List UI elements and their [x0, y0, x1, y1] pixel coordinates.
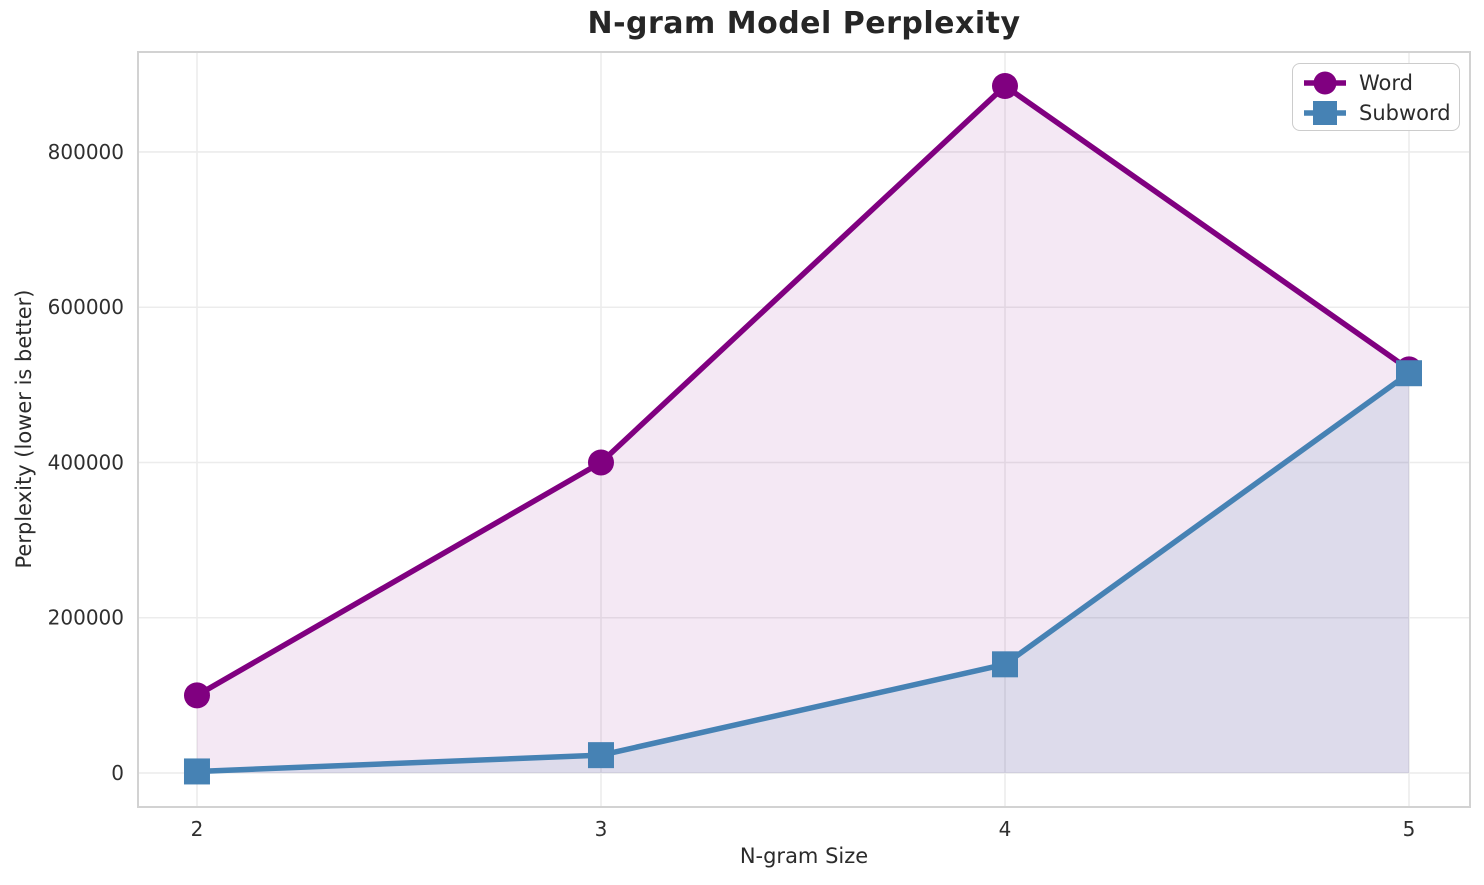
series-line-word	[194, 83, 1412, 699]
word-line-circle-icon	[1304, 71, 1346, 95]
y-tick-label: 800000	[48, 140, 124, 164]
plot-border	[137, 51, 1471, 808]
x-tick-label: 2	[191, 817, 204, 841]
y-tick-label: 600000	[48, 295, 124, 319]
y-tick-label: 400000	[48, 450, 124, 474]
subword-line-square-icon	[1304, 101, 1346, 125]
data-point-word	[587, 449, 614, 476]
chart-title: N-gram Model Perplexity	[587, 6, 1021, 41]
data-point-word	[991, 73, 1018, 100]
legend-label-subword: Subword	[1359, 100, 1451, 125]
x-axis-label: N-gram Size	[739, 844, 869, 868]
area-fill-word	[196, 86, 1409, 773]
legend-label-word: Word	[1359, 70, 1413, 95]
legend-item-word: Word	[1301, 68, 1451, 98]
y-tick-label: 0	[111, 761, 124, 785]
area-fills	[196, 86, 1409, 773]
legend: Word Subword	[1292, 63, 1460, 131]
y-tick-label: 200000	[48, 606, 124, 630]
series-line-subword	[194, 370, 1412, 775]
x-tick-label: 4	[999, 817, 1012, 841]
data-point-subword	[183, 758, 210, 785]
data-point-word	[183, 682, 210, 709]
data-point-subword	[991, 651, 1018, 678]
data-point-subword	[1395, 360, 1422, 387]
series-lines	[183, 73, 1422, 785]
area-fill-subword	[196, 373, 1409, 773]
gridlines	[138, 52, 1470, 807]
x-tick-label: 3	[595, 817, 608, 841]
legend-item-subword: Subword	[1301, 98, 1451, 128]
y-axis-label: Perplexity (lower is better)	[12, 289, 36, 569]
x-tick-label: 5	[1403, 817, 1416, 841]
tick-labels: 0 200000 400000 600000 800000 2 3 4 5	[48, 140, 1416, 841]
data-point-subword	[587, 742, 614, 769]
